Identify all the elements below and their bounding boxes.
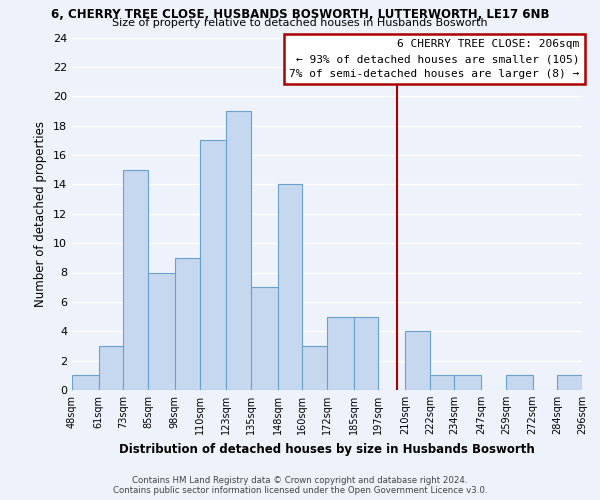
Text: 6 CHERRY TREE CLOSE: 206sqm
← 93% of detached houses are smaller (105)
7% of sem: 6 CHERRY TREE CLOSE: 206sqm ← 93% of det… bbox=[289, 40, 580, 79]
Bar bbox=[175, 258, 199, 390]
Bar bbox=[148, 272, 175, 390]
Bar bbox=[124, 170, 148, 390]
Bar bbox=[99, 346, 124, 390]
Bar bbox=[557, 376, 582, 390]
Bar bbox=[506, 376, 533, 390]
Bar bbox=[251, 287, 278, 390]
Bar bbox=[327, 316, 354, 390]
Text: 6, CHERRY TREE CLOSE, HUSBANDS BOSWORTH, LUTTERWORTH, LE17 6NB: 6, CHERRY TREE CLOSE, HUSBANDS BOSWORTH,… bbox=[51, 8, 549, 20]
Bar bbox=[354, 316, 379, 390]
Bar bbox=[278, 184, 302, 390]
Bar bbox=[430, 376, 455, 390]
X-axis label: Distribution of detached houses by size in Husbands Bosworth: Distribution of detached houses by size … bbox=[119, 442, 535, 456]
Y-axis label: Number of detached properties: Number of detached properties bbox=[34, 120, 47, 306]
Bar bbox=[72, 376, 99, 390]
Bar bbox=[199, 140, 226, 390]
Bar bbox=[226, 111, 251, 390]
Text: Size of property relative to detached houses in Husbands Bosworth: Size of property relative to detached ho… bbox=[112, 18, 488, 28]
Bar bbox=[455, 376, 481, 390]
Bar bbox=[302, 346, 327, 390]
Bar bbox=[405, 331, 430, 390]
Text: Contains HM Land Registry data © Crown copyright and database right 2024.
Contai: Contains HM Land Registry data © Crown c… bbox=[113, 476, 487, 495]
